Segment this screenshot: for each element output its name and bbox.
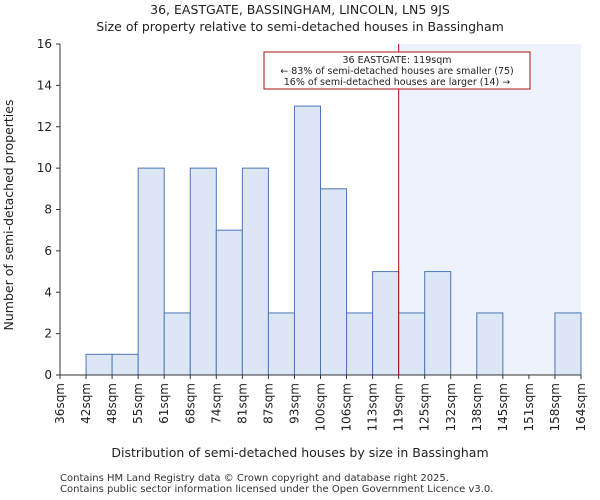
x-tick-label: 93sqm [287, 383, 301, 424]
chart-subtitle: Size of property relative to semi-detach… [96, 19, 504, 34]
x-tick-label: 68sqm [183, 383, 197, 424]
x-tick-label: 87sqm [261, 383, 275, 424]
bar-106sqm [346, 312, 374, 376]
x-tick-label: 132sqm [444, 383, 458, 431]
annotation-line-3: 16% of semi-detached houses are larger (… [284, 77, 511, 88]
bar-68sqm [189, 167, 217, 376]
y-tick-label: 14 [37, 78, 52, 92]
plot-area: 0 2 4 6 8 10 12 14 16 36sqm 42sqm 48sqm 55sqm 61sqm 68… [37, 37, 588, 431]
x-tick-label: 138sqm [470, 383, 484, 431]
y-tick-label: 0 [44, 368, 52, 382]
bar-87sqm [267, 312, 295, 376]
x-tick-label: 119sqm [392, 383, 406, 431]
bar-125sqm [424, 271, 452, 376]
y-axis-label: Number of semi-detached properties [1, 100, 16, 331]
x-tick-label: 125sqm [418, 383, 432, 431]
y-tick-label: 4 [44, 285, 52, 299]
x-tick-label: 158sqm [548, 383, 562, 431]
footer-line-1: Contains HM Land Registry data © Crown c… [60, 473, 449, 484]
y-tick-label: 2 [44, 327, 52, 341]
annotation-line-2: ← 83% of semi-detached houses are smalle… [280, 66, 514, 77]
x-tick-label: 74sqm [209, 383, 223, 424]
bar-48sqm [111, 353, 139, 376]
bar-74sqm [215, 229, 243, 376]
annotation-box [263, 51, 531, 90]
x-tick-label: 61sqm [157, 383, 171, 424]
x-tick-label: 164sqm [574, 383, 588, 431]
bar-61sqm [163, 312, 191, 376]
footer-line-2: Contains public sector information licen… [60, 484, 494, 495]
chart-title: 36, EASTGATE, BASSINGHAM, LINCOLN, LN5 9… [150, 2, 450, 17]
x-tick-label: 81sqm [235, 383, 249, 424]
y-tick-label: 8 [44, 203, 52, 217]
bar-100sqm [320, 188, 348, 376]
x-tick-label: 100sqm [314, 383, 328, 431]
bar-158sqm [554, 312, 582, 376]
y-tick-label: 10 [37, 161, 52, 175]
x-tick-label: 42sqm [79, 383, 93, 424]
annotation-line-1: 36 EASTGATE: 119sqm [343, 55, 452, 66]
y-tick-label: 6 [44, 244, 52, 258]
bar-55sqm [137, 167, 165, 376]
x-tick-label: 151sqm [522, 383, 536, 431]
bar-113sqm [372, 271, 400, 376]
bar-42sqm [85, 353, 113, 376]
bar-138sqm [476, 312, 504, 376]
x-tick-label: 145sqm [496, 383, 510, 431]
x-tick-label: 106sqm [340, 383, 354, 431]
x-tick-label: 113sqm [366, 383, 380, 431]
y-tick-label: 12 [37, 120, 52, 134]
bar-81sqm [241, 167, 269, 376]
x-tick-label: 36sqm [53, 383, 67, 424]
y-tick-label: 16 [37, 37, 52, 51]
x-axis-label: Distribution of semi-detached houses by … [111, 445, 488, 460]
bar-119sqm [398, 312, 426, 376]
x-tick-label: 55sqm [131, 383, 145, 424]
x-tick-label: 48sqm [105, 383, 119, 424]
bar-93sqm [293, 105, 322, 376]
